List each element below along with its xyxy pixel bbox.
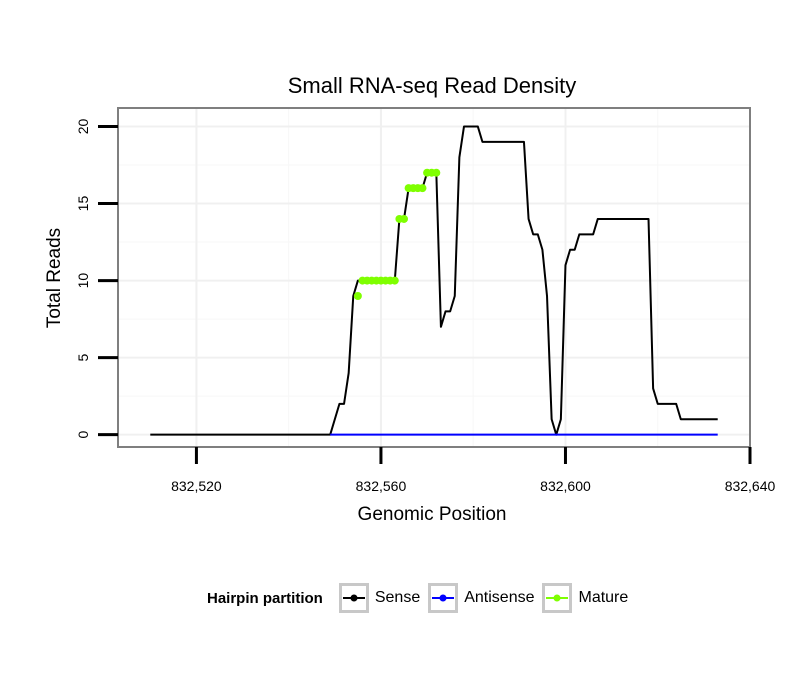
legend-key-mature bbox=[542, 583, 573, 613]
plot-panel bbox=[118, 108, 750, 447]
series-mature bbox=[353, 168, 441, 300]
legend: Hairpin partition Sense Antisense bbox=[0, 578, 810, 618]
x-tick-label: 832,600 bbox=[540, 478, 591, 494]
y-tick-label: 20 bbox=[75, 118, 91, 134]
data-point-mature bbox=[353, 291, 362, 300]
plot-background bbox=[118, 108, 750, 447]
series-layer bbox=[150, 125, 718, 436]
legend-title: Hairpin partition bbox=[207, 589, 323, 607]
x-tick-label: 832,640 bbox=[725, 478, 776, 494]
legend-key-antisense bbox=[428, 583, 459, 613]
legend-key-sense bbox=[338, 583, 369, 613]
legend-item-sense: Sense bbox=[338, 583, 422, 613]
chart-title: Small RNA-seq Read Density bbox=[288, 73, 577, 98]
legend-label-antisense: Antisense bbox=[464, 589, 535, 606]
legend-item-mature: Mature bbox=[542, 583, 630, 613]
line-dot-icon bbox=[432, 594, 455, 602]
line-dot-icon bbox=[546, 594, 569, 602]
y-tick-label: 5 bbox=[75, 354, 91, 362]
legend-label-sense: Sense bbox=[374, 589, 421, 606]
y-axis-title: Total Reads bbox=[44, 228, 65, 328]
axes: 832,520 832,560 832,600 832,640 0 5 10 15 20 bbox=[75, 107, 776, 494]
plot-border bbox=[117, 107, 751, 448]
x-tick-label: 832,520 bbox=[171, 478, 222, 494]
line-dot-icon bbox=[342, 594, 365, 602]
y-tick-label: 0 bbox=[75, 431, 91, 439]
legend-item-antisense: Antisense bbox=[428, 583, 536, 613]
y-tick-label: 10 bbox=[75, 273, 91, 289]
x-axis-title: Genomic Position bbox=[358, 504, 507, 525]
x-tick-label: 832,560 bbox=[356, 478, 407, 494]
legend-label-mature: Mature bbox=[578, 589, 629, 606]
y-tick-label: 15 bbox=[75, 196, 91, 212]
